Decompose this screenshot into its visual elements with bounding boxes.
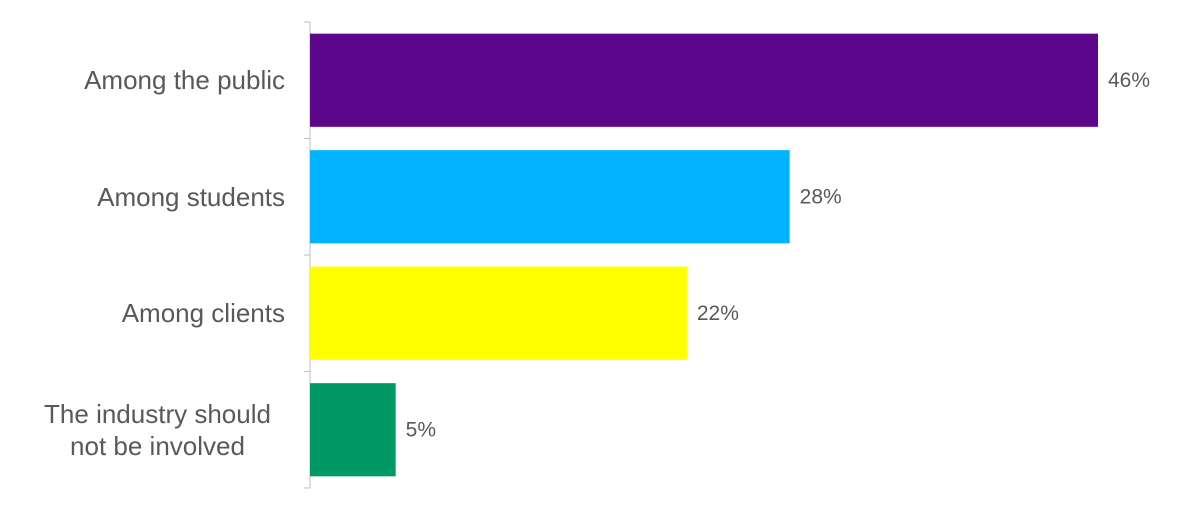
value-label: 5% [406,418,436,441]
value-label: 28% [800,185,842,208]
category-label: Among students [97,181,285,212]
category-label: Among the public [84,65,285,96]
bar [310,33,1098,127]
value-label: 22% [697,302,739,325]
bar [310,150,790,244]
category-label: Among clients [121,298,285,329]
value-label: 46% [1108,69,1150,92]
bar [310,266,687,360]
category-label: The industry should not be involved [44,398,271,461]
bar [310,383,396,477]
